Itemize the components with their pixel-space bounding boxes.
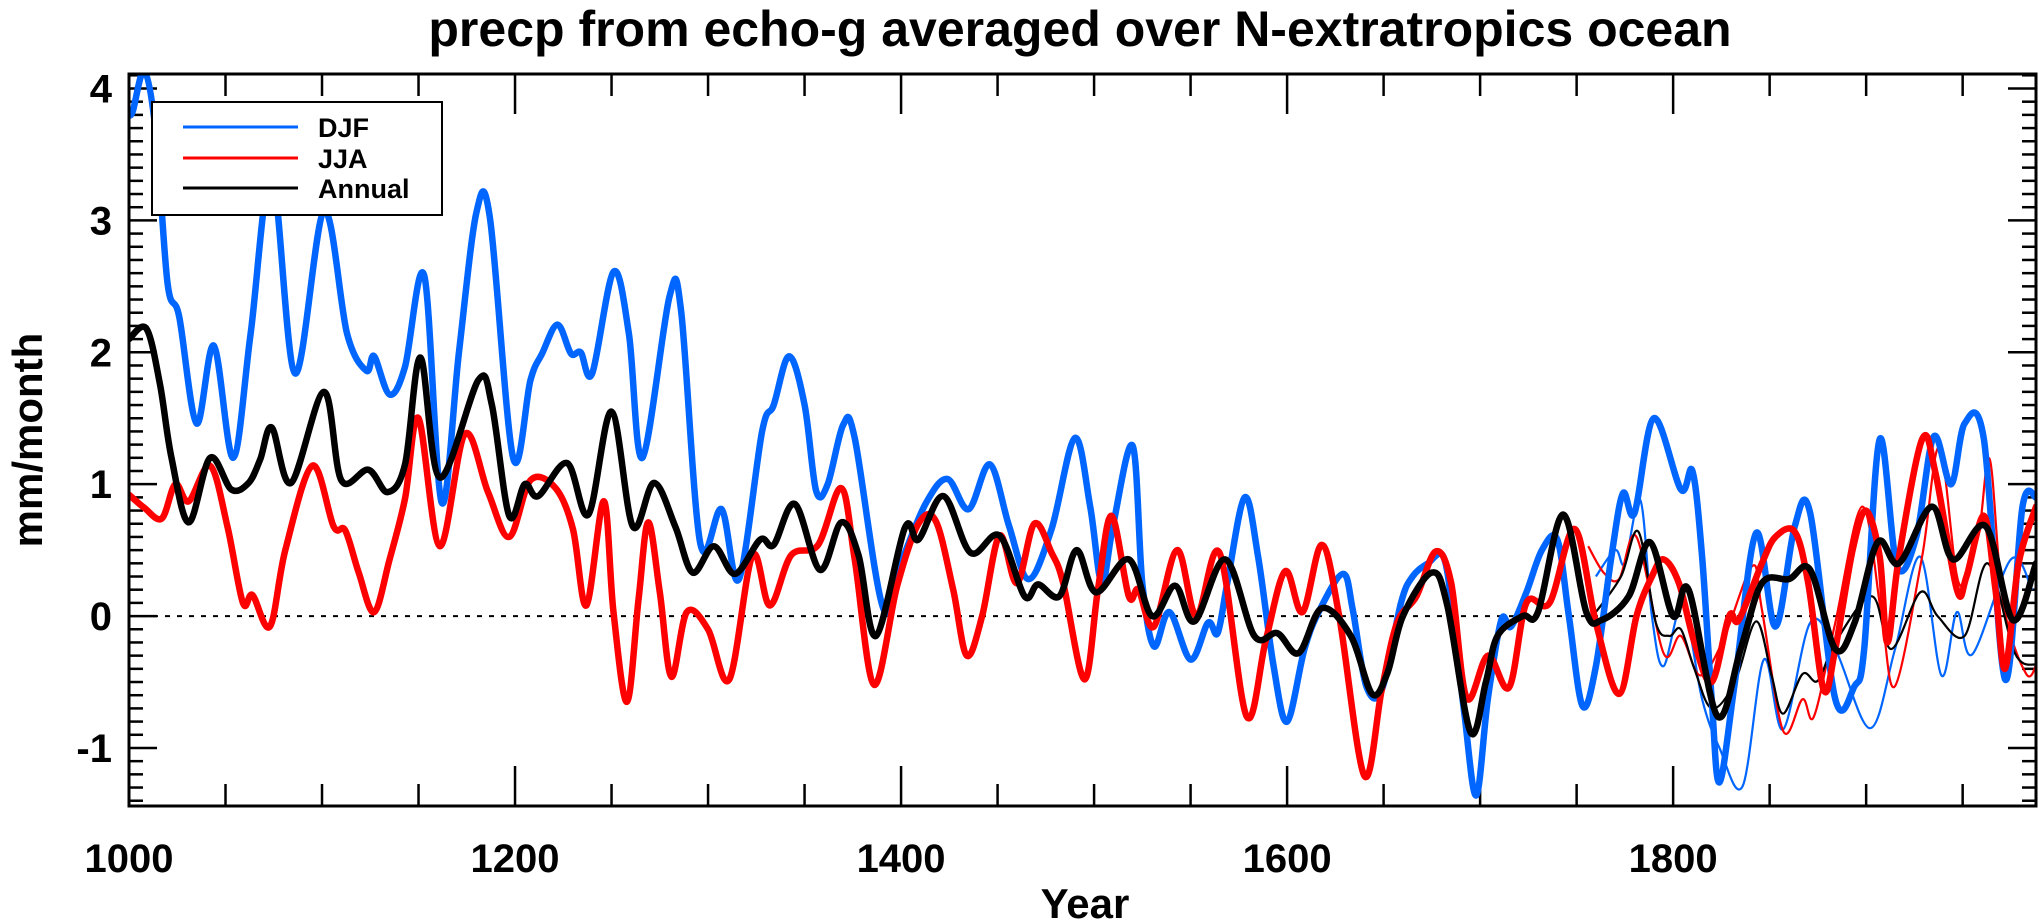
legend-label-annual: Annual — [318, 174, 410, 204]
axis-tick-labels: 1000 1200 1400 1600 1800 -1 0 1 2 3 4 — [76, 68, 1717, 881]
y-tick-label: 4 — [90, 68, 113, 112]
y-tick-label: -1 — [76, 727, 112, 771]
y-tick-label: 1 — [90, 463, 112, 507]
y-tick-label: 0 — [90, 595, 112, 639]
djf-line — [129, 74, 2036, 799]
x-axis-label: Year — [1041, 880, 1130, 923]
thin-annual-line — [1595, 529, 2036, 715]
y-tick-label: 3 — [90, 199, 112, 243]
plot-lines — [129, 74, 2036, 799]
y-axis-label: mm/month — [4, 333, 51, 548]
x-tick-label: 1200 — [471, 837, 560, 881]
x-tick-label: 1800 — [1629, 837, 1718, 881]
thin-jja-line — [1587, 446, 2036, 735]
jja-line — [129, 414, 2036, 781]
x-tick-label: 1400 — [857, 837, 946, 881]
plot-frame — [127, 72, 2038, 808]
annual-line — [129, 323, 2036, 738]
legend-label-jja: JJA — [318, 144, 368, 174]
x-tick-label: 1000 — [85, 837, 174, 881]
legend-label-djf: DJF — [318, 113, 369, 143]
x-tick-label: 1600 — [1243, 837, 1332, 881]
y-tick-label: 2 — [90, 331, 112, 375]
chart-title: precp from echo-g averaged over N-extrat… — [428, 1, 1731, 57]
